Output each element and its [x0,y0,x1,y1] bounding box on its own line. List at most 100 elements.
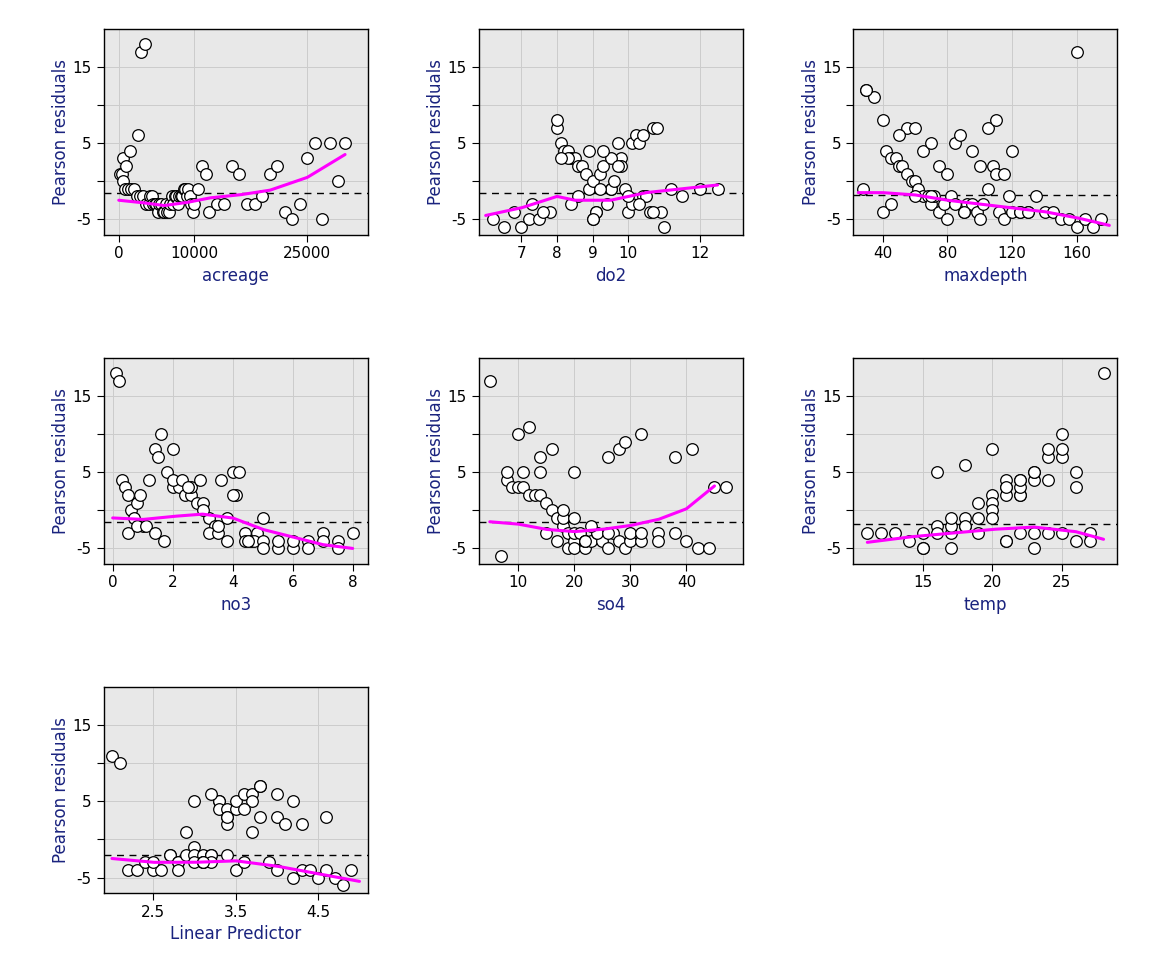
Point [235,525,253,540]
Point [210,802,228,817]
Point [983,495,1001,511]
Point [136,36,154,52]
Point [132,44,151,60]
Point [182,480,200,495]
Point [647,120,666,135]
Point [158,465,176,480]
Point [900,533,918,548]
Point [259,854,278,870]
Point [594,143,613,158]
Point [185,839,204,854]
Point [548,120,567,135]
Point [914,189,932,204]
Point [570,525,589,540]
Point [215,197,234,212]
Point [987,112,1006,128]
Point [531,449,550,465]
Point [1025,540,1044,556]
Point [328,540,347,556]
Point [623,135,642,151]
Point [298,533,317,548]
Point [172,189,190,204]
Point [177,189,196,204]
Point [268,158,287,174]
Y-axis label: Pearson residuals: Pearson residuals [52,717,70,863]
Point [202,854,220,870]
Point [313,211,332,227]
Point [164,197,182,212]
Point [886,525,904,540]
Point [237,197,256,212]
Point [169,189,188,204]
Point [1011,480,1030,495]
Point [857,82,876,97]
Point [190,472,209,488]
Point [285,794,303,809]
Point [1020,204,1038,219]
Point [523,197,541,212]
Point [984,158,1002,174]
X-axis label: do2: do2 [594,267,627,285]
Point [969,495,987,511]
Point [938,211,956,227]
Point [552,151,570,166]
Point [615,540,634,556]
Point [267,786,286,802]
Point [877,143,895,158]
Point [594,158,613,174]
Point [124,511,143,526]
Point [632,426,651,442]
Point [1025,525,1044,540]
Point [564,465,583,480]
Point [113,472,131,488]
Point [244,533,263,548]
Point [520,419,538,434]
Point [604,525,622,540]
X-axis label: acreage: acreage [203,267,270,285]
Point [145,442,164,457]
Point [317,862,335,877]
Y-axis label: Pearson residuals: Pearson residuals [52,388,70,534]
Point [1094,366,1113,381]
Point [548,511,567,526]
Point [122,181,141,197]
Point [609,442,628,457]
Point [886,151,904,166]
Point [914,540,932,556]
Point [601,181,620,197]
Point [531,488,550,503]
Point [1053,449,1071,465]
Point [503,480,522,495]
Point [897,120,916,135]
Point [564,511,583,526]
Point [955,511,973,526]
Point [666,449,684,465]
Point [160,847,179,862]
Point [251,779,270,794]
Point [119,862,137,877]
Point [218,802,236,817]
Point [189,181,207,197]
Point [554,503,573,518]
Point [548,112,567,128]
Point [630,135,649,151]
Point [957,197,976,212]
Point [576,540,594,556]
Point [531,465,550,480]
Point [599,540,617,556]
Point [1076,211,1094,227]
Point [223,465,242,480]
Point [251,779,270,794]
Point [1003,204,1022,219]
Point [168,854,187,870]
Point [238,533,257,548]
Point [342,862,361,877]
Point [218,809,236,825]
Point [889,128,908,143]
Point [174,181,192,197]
Point [128,189,146,204]
Point [151,426,169,442]
Point [584,174,602,189]
Point [509,426,528,442]
Point [559,151,577,166]
